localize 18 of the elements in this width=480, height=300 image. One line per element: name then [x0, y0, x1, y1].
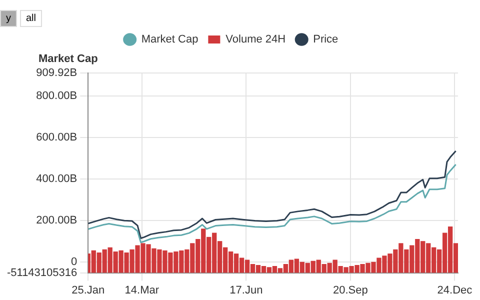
x-tick-label: 20.Sep — [333, 284, 368, 296]
x-tick-label: 14.Mar — [124, 284, 160, 296]
y-tick-label: -51143105316 — [6, 266, 78, 279]
y-tick-label: 400.00B — [36, 173, 78, 186]
x-tick-label: 25.Jan — [72, 284, 105, 296]
text: all — [20, 10, 42, 27]
legend-label: Price — [313, 34, 338, 46]
text: y — [0, 10, 17, 27]
y-tick-label: 600.00B — [36, 131, 78, 144]
legend-label: Volume 24H — [226, 34, 286, 46]
x-tick-label: 24.Dec — [437, 284, 473, 296]
y-tick-label: 200.00B — [36, 214, 78, 227]
y-tick-label: 909.92B — [36, 67, 78, 80]
legend-label: Market Cap — [141, 34, 198, 46]
y-tick-label: 0 — [71, 256, 78, 268]
y-axis-title: Market Cap — [38, 53, 98, 66]
y-tick-label: 800.00B — [36, 90, 78, 102]
x-tick-label: 17.Jun — [230, 284, 263, 296]
